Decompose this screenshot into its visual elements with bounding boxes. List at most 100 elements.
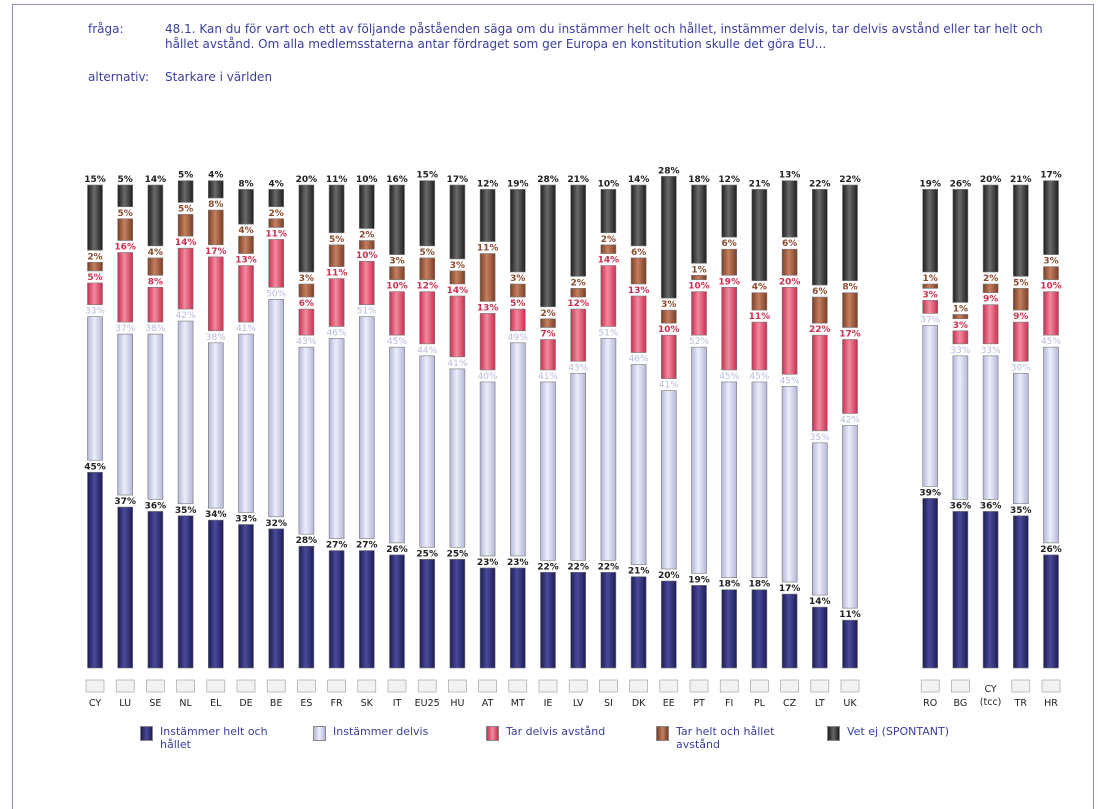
data-label-tar-delvis: 3% <box>953 321 968 331</box>
data-label-instammer-helt: 27% <box>326 541 348 551</box>
data-label-instammer-delvis: 49% <box>508 333 528 343</box>
data-label-vet-ej: 15% <box>416 171 438 181</box>
bar-group-lv: 22% 43% 12% 2% 21% LV <box>567 175 589 709</box>
question-text: 48.1. Kan du för vart och ett av följand… <box>165 22 1043 51</box>
flag-icon <box>115 679 135 693</box>
bar-instammer-helt <box>1043 554 1059 669</box>
bar-group-it: 26% 45% 10% 3% 16% IT <box>386 175 408 709</box>
flag-icon <box>810 679 830 693</box>
bar-vet-ej <box>1012 184 1029 277</box>
bar-vet-ej <box>781 180 798 238</box>
data-label-instammer-helt: 37% <box>114 497 136 507</box>
flag-icon <box>478 679 497 693</box>
data-label-vet-ej: 10% <box>598 179 620 189</box>
bar-group-cz: 17% 45% 20% 6% 13% CZ <box>779 171 801 709</box>
bar-vet-ej <box>721 184 738 238</box>
data-label-tar-helt: 2% <box>269 209 284 219</box>
data-label-tar-delvis: 11% <box>326 269 348 279</box>
data-label-vet-ej: 17% <box>447 175 469 185</box>
data-label-instammer-delvis: 45% <box>749 372 769 382</box>
bar-tar-helt <box>630 257 647 285</box>
bar-instammer-helt <box>630 576 647 669</box>
bar-group-si: 22% 51% 14% 2% 10% SI <box>598 179 620 709</box>
bar-instammer-delvis <box>419 355 436 548</box>
bar-group-bg: 36% 33% 3% 1% 26% BG <box>950 179 972 709</box>
legend-swatch <box>313 726 326 741</box>
flag-icon <box>780 679 799 693</box>
bar-vet-ej <box>842 184 858 281</box>
bar-group-at: 23% 40% 13% 11% 12% AT <box>477 179 499 709</box>
bar-vet-ej <box>117 184 133 208</box>
bar-vet-ej <box>328 184 345 234</box>
flag-icon <box>689 679 709 693</box>
bar-group-nl: 35% 42% 14% 5% 5% NL <box>175 171 197 709</box>
bar-vet-ej <box>147 184 164 247</box>
data-label-tar-helt: 2% <box>983 274 998 284</box>
data-label-instammer-delvis: 38% <box>206 333 226 343</box>
bar-vet-ej <box>177 180 194 203</box>
data-label-instammer-helt: 26% <box>1040 545 1062 555</box>
flag-icon <box>266 679 286 693</box>
bar-tar-helt <box>328 244 345 267</box>
bar-tar-helt <box>811 296 828 324</box>
legend-label: Instämmer delvis <box>333 725 429 738</box>
flag-icon <box>951 679 970 693</box>
bar-group-uk: 11% 42% 17% 8% 22% UK <box>839 175 861 709</box>
data-label-instammer-helt: 20% <box>658 571 680 581</box>
legend-label: Instämmer helt och hållet <box>160 725 268 751</box>
bar-tar-helt <box>449 270 466 285</box>
category-label: NL <box>179 698 192 709</box>
bar-instammer-helt <box>449 558 466 669</box>
category-label: DK <box>632 698 646 709</box>
bar-instammer-delvis <box>781 385 798 583</box>
bar-instammer-delvis <box>479 381 496 557</box>
data-label-instammer-helt: 25% <box>447 549 469 559</box>
data-label-instammer-helt: 35% <box>1010 506 1032 516</box>
bar-group-es: 28% 43% 6% 3% 20% ES <box>296 175 318 709</box>
bar-tar-helt <box>842 292 858 328</box>
bar-instammer-helt <box>87 471 103 669</box>
data-label-vet-ej: 20% <box>980 175 1002 185</box>
alternative-text: Starkare i världen <box>165 70 273 84</box>
bar-tar-delvis <box>691 291 707 336</box>
bar-instammer-delvis <box>1043 346 1059 544</box>
bar-tar-helt <box>87 261 103 272</box>
data-label-tar-helt: 11% <box>477 244 499 254</box>
category-label: (tcc) <box>980 697 1002 708</box>
bar-vet-ej <box>238 189 254 225</box>
data-label-instammer-delvis: 40% <box>478 372 498 382</box>
flag-icon <box>417 679 437 693</box>
bar-vet-ej <box>570 184 587 277</box>
data-label-instammer-delvis: 33% <box>950 346 970 356</box>
bar-instammer-delvis <box>630 364 647 565</box>
data-label-tar-helt: 3% <box>450 261 465 271</box>
bar-group-hu: 25% 41% 14% 3% 17% HU <box>447 175 469 709</box>
bar-tar-delvis <box>811 334 828 432</box>
data-label-instammer-helt: 18% <box>718 580 740 590</box>
bar-tar-delvis <box>449 295 466 358</box>
bar-instammer-delvis <box>922 325 939 487</box>
data-label-tar-delvis: 17% <box>839 330 861 340</box>
data-label-instammer-delvis: 46% <box>629 355 649 365</box>
bar-vet-ej <box>540 184 556 308</box>
category-label: RO <box>923 698 937 709</box>
legend-swatch <box>827 726 840 741</box>
flag-icon <box>1011 679 1031 693</box>
data-label-instammer-delvis: 45% <box>1041 337 1061 347</box>
bar-group-cy: 45% 33% 5% 2% 15% CY <box>84 175 106 709</box>
bar-vet-ej <box>208 180 224 199</box>
data-label-instammer-helt: 35% <box>175 506 197 516</box>
bar-tar-delvis <box>208 256 224 332</box>
data-label-instammer-delvis: 44% <box>417 346 437 356</box>
bar-instammer-delvis <box>540 381 556 561</box>
category-label: SI <box>604 698 613 709</box>
bar-instammer-delvis <box>87 316 103 461</box>
bar-group-lu: 37% 37% 16% 5% 5% LU <box>114 175 136 709</box>
category-label: EL <box>210 698 222 709</box>
legend-label: Vet ej (SPONTANT) <box>847 725 949 738</box>
data-label-vet-ej: 4% <box>208 171 223 181</box>
data-label-vet-ej: 14% <box>145 175 167 185</box>
data-label-vet-ej: 15% <box>84 175 106 185</box>
data-label-instammer-delvis: 45% <box>387 337 407 347</box>
data-label-vet-ej: 12% <box>477 179 499 189</box>
